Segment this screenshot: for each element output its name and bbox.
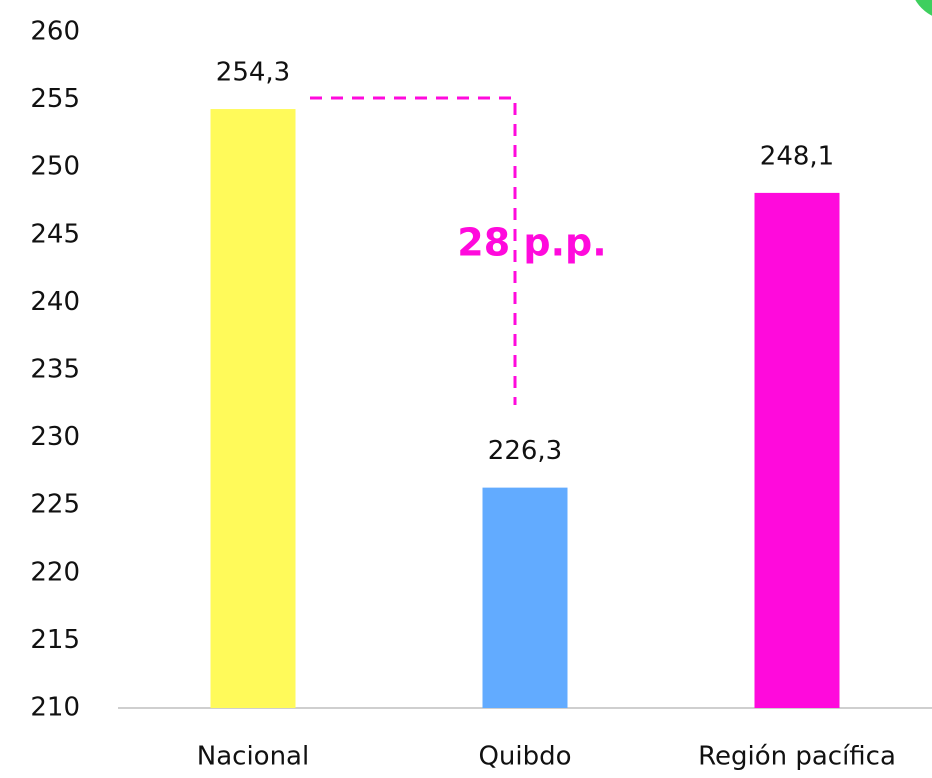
y-tick-label: 220 bbox=[30, 557, 80, 587]
y-tick-label: 240 bbox=[30, 287, 80, 317]
value-label: 248,1 bbox=[760, 141, 834, 171]
x-tick-label: Nacional bbox=[197, 742, 309, 772]
annotation: 28 p.p. bbox=[457, 221, 606, 265]
value-label: 226,3 bbox=[488, 436, 562, 466]
bar bbox=[482, 487, 568, 708]
y-tick-label: 225 bbox=[30, 490, 80, 520]
corner-decoration bbox=[915, 0, 932, 16]
difference-bracket bbox=[310, 96, 517, 405]
bar bbox=[754, 192, 840, 708]
y-tick-label: 230 bbox=[30, 422, 80, 452]
y-tick-label: 260 bbox=[30, 17, 80, 47]
y-tick-label: 245 bbox=[30, 219, 80, 249]
y-tick-label: 250 bbox=[30, 152, 80, 182]
value-label: 254,3 bbox=[216, 58, 290, 88]
y-tick-label: 210 bbox=[30, 693, 80, 723]
bar bbox=[210, 109, 296, 708]
y-tick-label: 235 bbox=[30, 355, 80, 385]
x-tick-label: Región pacífica bbox=[698, 742, 896, 772]
x-tick-label: Quibdo bbox=[478, 742, 571, 772]
y-tick-label: 215 bbox=[30, 625, 80, 655]
y-tick-label: 255 bbox=[30, 84, 80, 114]
